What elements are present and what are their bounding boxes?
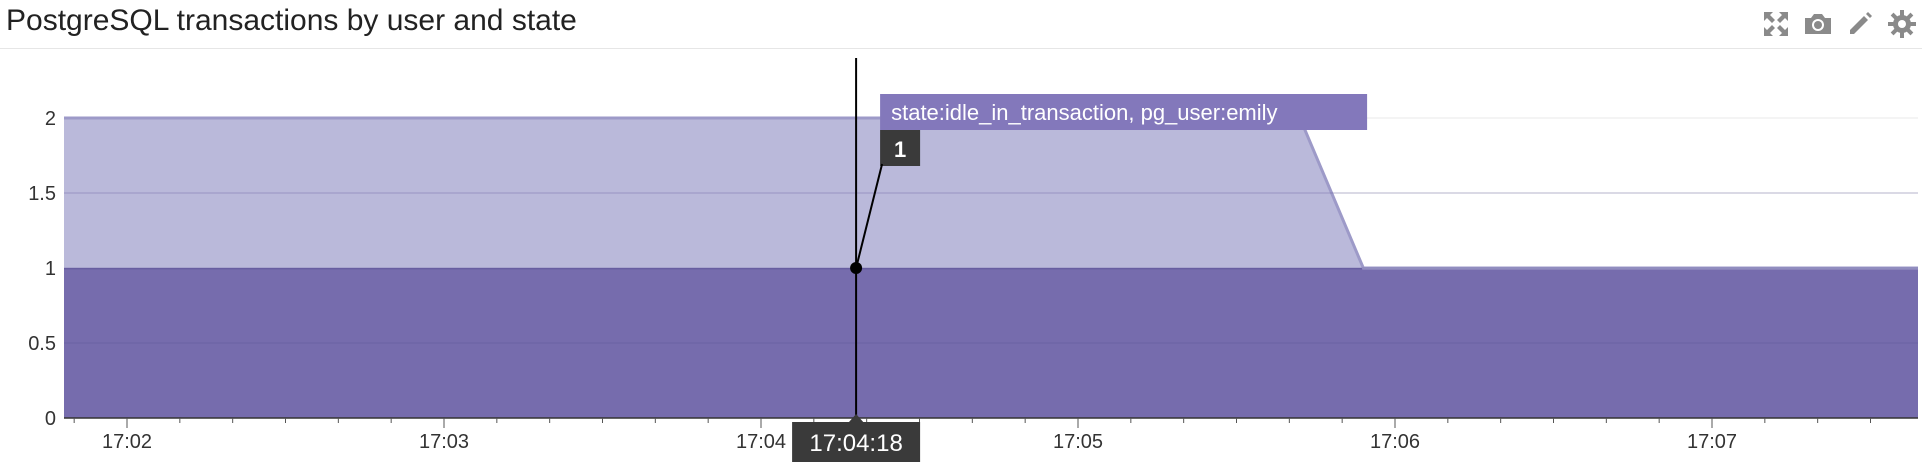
gear-icon[interactable] (1886, 8, 1918, 40)
x-tick-label: 17:05 (1053, 431, 1103, 453)
pencil-icon[interactable] (1844, 8, 1876, 40)
tooltip-value-box (880, 130, 921, 166)
plot-areas (64, 116, 1918, 418)
y-tick-label: 1.5 (28, 183, 56, 205)
x-tick-label: 17:06 (1370, 431, 1420, 453)
cursor-point (850, 262, 863, 274)
title-divider (0, 48, 1922, 49)
x-tick-label: 17:07 (1687, 431, 1737, 453)
y-tick-label: 0.5 (28, 333, 56, 355)
y-tick-label: 1 (45, 258, 56, 280)
x-tick-label: 17:04 (736, 431, 786, 453)
series-area-emily (64, 118, 1918, 268)
cursor-time-label: 17:04:18 (809, 430, 902, 457)
axes: 0 0.5 1 1.5 2 17:02 17:03 17:04 17:05 17:06 17:07 (28, 108, 1918, 453)
x-tick-label: 17:02 (102, 431, 152, 453)
series-area-base (64, 268, 1918, 418)
camera-icon[interactable] (1802, 8, 1834, 40)
widget-toolbar (1760, 8, 1918, 40)
tooltip-value: 1 (894, 137, 906, 162)
tooltip-connector (855, 163, 884, 269)
hover-cursor: state:idle_in_transaction, pg_user:emily… (792, 58, 1368, 462)
y-tick-label: 0 (45, 408, 56, 430)
x-tick-label: 17:03 (419, 431, 469, 453)
tooltip-series-box (880, 94, 1368, 130)
cursor-label-pointer (848, 414, 865, 423)
cursor-time-box (792, 422, 921, 462)
widget-title: PostgreSQL transactions by user and stat… (6, 4, 577, 37)
expand-icon[interactable] (1760, 8, 1792, 40)
tooltip-series-label: state:idle_in_transaction, pg_user:emily (891, 100, 1277, 125)
y-tick-label: 2 (45, 108, 56, 130)
